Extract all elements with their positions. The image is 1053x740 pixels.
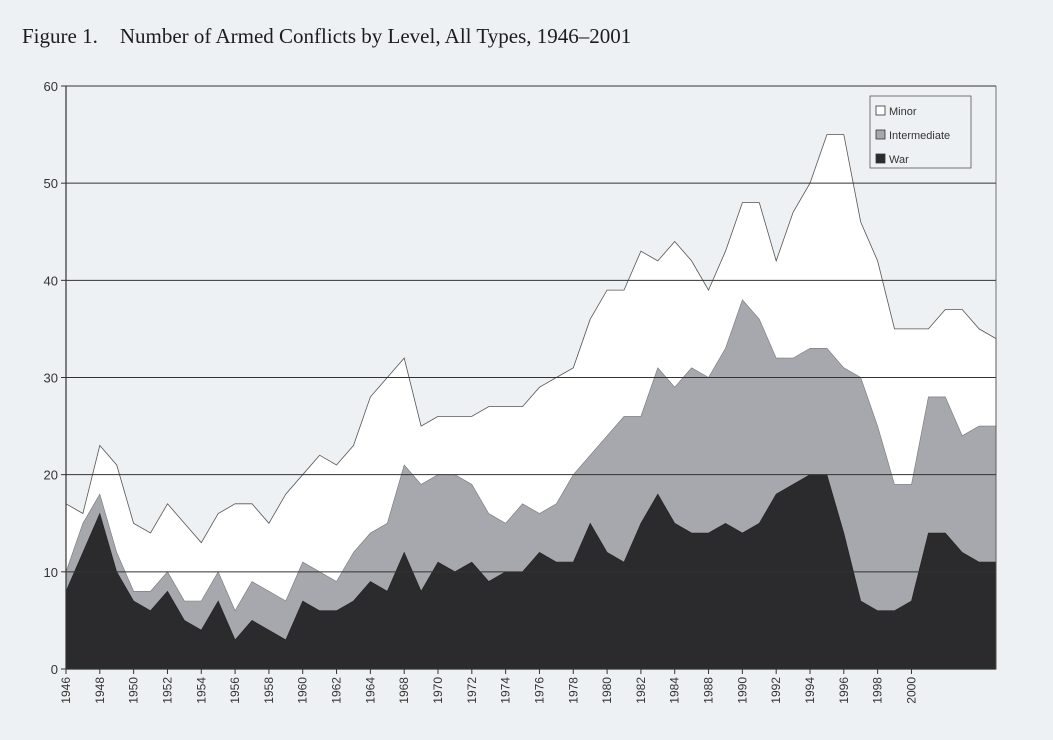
x-tick-label-1976: 1976 bbox=[532, 677, 546, 704]
y-tick-label-10: 10 bbox=[44, 565, 58, 580]
x-axis-ticks: 1946 1948 1950 1952 1954 1956 1958 1960 1962 1964… bbox=[59, 669, 918, 704]
x-tick-label-1996: 1996 bbox=[837, 677, 851, 704]
legend-label-minor: Minor bbox=[889, 106, 917, 118]
legend-box bbox=[869, 95, 972, 169]
y-tick-label-20: 20 bbox=[44, 468, 58, 483]
y-tick-label-30: 30 bbox=[44, 371, 58, 386]
figure-title: Number of Armed Conflicts by Level, All … bbox=[119, 24, 632, 48]
x-tick-label-1970: 1970 bbox=[431, 677, 445, 704]
x-tick-label-1958: 1958 bbox=[262, 677, 276, 704]
legend: Minor Intermediate War bbox=[869, 95, 972, 169]
x-tick-label-1984: 1984 bbox=[668, 677, 682, 704]
legend-swatch-minor bbox=[875, 105, 886, 116]
x-tick-label-1950: 1950 bbox=[127, 677, 141, 704]
y-axis-ticks: 0 10 20 30 40 50 60 bbox=[44, 79, 66, 677]
x-tick-label-1982: 1982 bbox=[634, 677, 648, 704]
gridlines bbox=[66, 85, 996, 573]
x-tick-label-1992: 1992 bbox=[769, 677, 783, 704]
x-tick-label-1968: 1968 bbox=[397, 677, 411, 704]
figure-heading: Figure 1. Number of Armed Conflicts by Le… bbox=[22, 24, 631, 49]
x-tick-label-1972: 1972 bbox=[465, 677, 479, 704]
x-tick-label-1988: 1988 bbox=[702, 677, 716, 704]
x-tick-label-1952: 1952 bbox=[160, 677, 174, 704]
y-tick-label-50: 50 bbox=[44, 176, 58, 191]
x-tick-label-2000: 2000 bbox=[904, 677, 918, 704]
x-tick-label-1948: 1948 bbox=[93, 677, 107, 704]
figure-number: Figure 1. bbox=[22, 24, 98, 48]
x-tick-label-1998: 1998 bbox=[871, 677, 885, 704]
legend-swatch-war bbox=[875, 153, 886, 164]
y-tick-label-60: 60 bbox=[44, 79, 58, 94]
x-tick-label-1956: 1956 bbox=[228, 677, 242, 704]
x-tick-label-1964: 1964 bbox=[363, 677, 377, 704]
x-tick-label-1980: 1980 bbox=[600, 677, 614, 704]
x-tick-label-1990: 1990 bbox=[735, 677, 749, 704]
y-tick-label-40: 40 bbox=[44, 273, 58, 288]
x-tick-label-1962: 1962 bbox=[330, 677, 344, 704]
x-tick-label-1946: 1946 bbox=[59, 677, 73, 704]
y-tick-label-0: 0 bbox=[51, 662, 58, 677]
legend-label-intermediate: Intermediate bbox=[889, 130, 950, 142]
x-tick-label-1960: 1960 bbox=[296, 677, 310, 704]
x-tick-label-1954: 1954 bbox=[194, 677, 208, 704]
x-tick-label-1978: 1978 bbox=[566, 677, 580, 704]
legend-label-war: War bbox=[889, 154, 909, 166]
x-tick-label-1974: 1974 bbox=[499, 677, 513, 704]
x-tick-label-1994: 1994 bbox=[803, 677, 817, 704]
legend-swatch-intermediate bbox=[875, 129, 886, 140]
